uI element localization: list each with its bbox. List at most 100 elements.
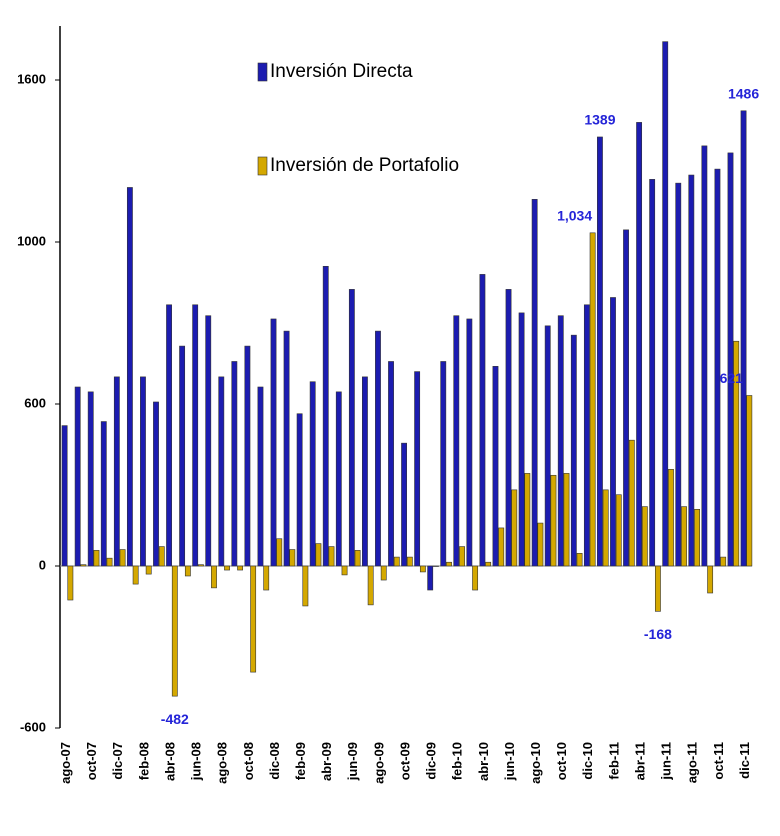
bar [328,546,335,567]
bar [145,565,152,575]
bar [623,229,629,567]
bar [250,565,257,673]
bar [244,345,251,567]
bar [87,391,94,567]
x-tick-label: ago-07 [58,742,73,784]
value-label: -168 [644,626,672,642]
bar [414,371,421,567]
bar [485,561,492,567]
bar [315,543,322,567]
x-tick-label: feb-09 [293,742,308,780]
y-tick-label: -600 [20,719,46,734]
bar [492,366,499,567]
bar [375,330,381,567]
bar [93,550,100,567]
bar [309,381,316,567]
bar [531,199,538,567]
bar [707,565,714,594]
bar [393,556,400,567]
y-tick-label: 600 [24,395,46,410]
bar [427,565,434,591]
bar [524,473,531,567]
bar [668,469,674,567]
x-tick-label: jun-11 [659,742,674,781]
bar [505,289,512,567]
x-tick-label: dic-07 [110,742,125,780]
bar [740,110,747,567]
x-tick-label: oct-09 [397,742,412,780]
bar [419,565,426,573]
bar [276,538,283,567]
bar [662,41,669,567]
bar [636,122,643,567]
bar [714,168,721,567]
bar [354,550,361,567]
bar [158,546,165,567]
x-tick-label: oct-08 [241,742,256,780]
x-tick-label: feb-10 [450,742,465,780]
bar [348,289,355,567]
bar [211,565,217,589]
value-label: -482 [161,711,189,727]
x-tick-label: jun-08 [189,742,204,781]
bar [440,361,447,567]
bar [257,386,264,567]
bar [654,565,661,612]
bar [746,395,753,567]
x-tick-label: ago-11 [685,742,700,783]
bar [171,565,178,697]
bar [106,557,113,567]
bar [518,312,525,567]
y-tick-label: 1600 [17,71,46,86]
bar [388,361,394,567]
bar [446,561,452,567]
bar [283,330,290,567]
bar [362,376,368,567]
bar [537,522,544,567]
x-tick-label: dic-11 [737,742,752,779]
bar [113,376,120,567]
bar [681,506,687,567]
bar [184,565,191,577]
bar [597,136,603,567]
x-tick-label: dic-10 [580,742,595,780]
bar [563,473,570,567]
bar [302,565,309,607]
x-tick-label: oct-11 [711,742,726,780]
x-tick-label: dic-09 [424,742,439,780]
bar [583,304,590,567]
bar [205,315,212,567]
bar [100,421,107,567]
bar [406,556,413,567]
x-tick-label: jun-10 [502,742,517,781]
x-tick-label: feb-08 [136,742,151,780]
x-tick-label: abr-11 [632,742,647,780]
legend-label: Inversión de Portafolio [270,155,459,176]
bar [675,182,682,567]
x-tick-label: ago-10 [528,742,543,784]
bar [610,297,616,567]
bar [570,334,577,567]
bar [479,274,486,567]
bar [433,565,439,567]
bar [166,304,172,567]
bar [544,325,551,567]
bar [192,304,199,567]
bar [367,565,374,606]
bar [341,565,348,576]
bar [688,174,695,567]
y-tick-label: 0 [39,557,46,572]
bar [67,565,74,601]
bar [380,565,387,581]
bar [296,413,303,567]
bar [498,527,505,567]
bar [511,489,518,567]
bar [701,145,708,567]
bar [401,442,407,567]
x-tick-label: ago-08 [215,742,230,784]
x-tick-label: abr-08 [162,742,177,781]
bar [472,565,479,591]
bar [459,546,465,567]
legend-label: Inversión Directa [270,61,413,82]
